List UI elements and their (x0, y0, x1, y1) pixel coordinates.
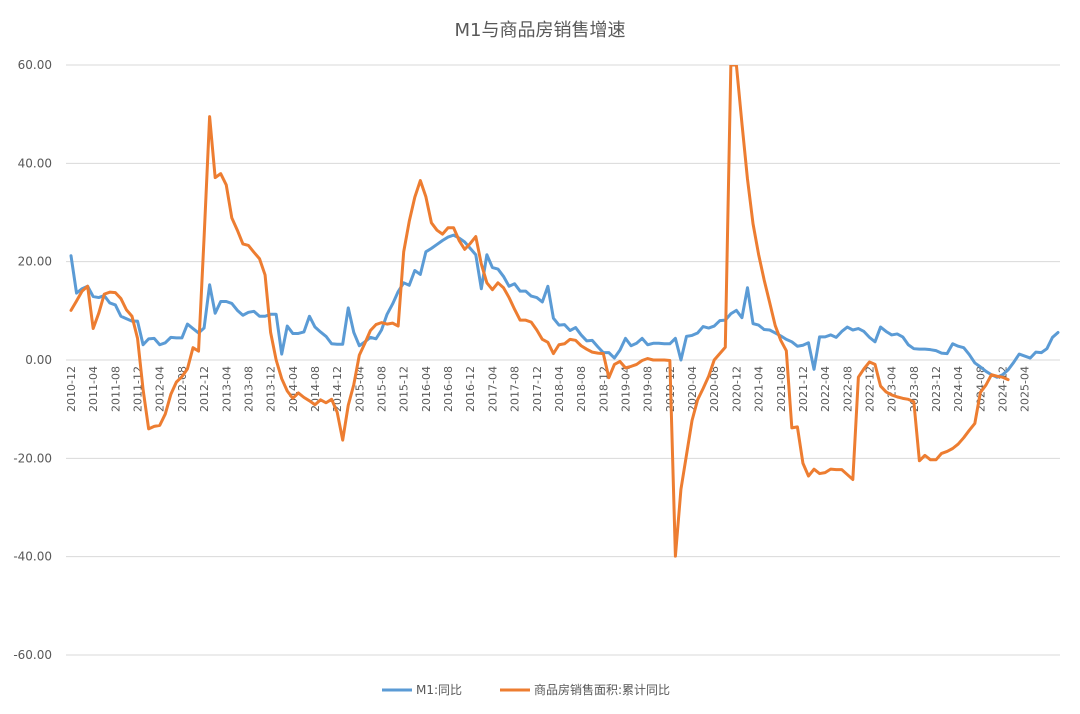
x-tick-label: 2020-04 (686, 366, 699, 412)
x-tick-label: 2017-08 (509, 366, 522, 412)
x-tick-label: 2023-04 (886, 366, 899, 412)
x-tick-label: 2013-08 (242, 366, 255, 412)
x-tick-label: 2010-12 (65, 366, 78, 412)
x-tick-label: 2012-12 (198, 366, 211, 412)
x-tick-label: 2025-04 (1019, 366, 1032, 412)
x-tick-label: 2016-12 (464, 366, 477, 412)
x-tick-label: 2017-12 (531, 366, 544, 412)
y-tick-label: 40.00 (18, 156, 52, 170)
x-tick-label: 2011-04 (87, 366, 100, 412)
y-tick-label: -40.00 (13, 550, 52, 564)
x-tick-label: 2012-04 (154, 366, 167, 412)
x-tick-label: 2018-12 (597, 366, 610, 412)
x-tick-label: 2018-04 (553, 366, 566, 412)
x-tick-label: 2020-12 (730, 366, 743, 412)
y-tick-label: -20.00 (13, 451, 52, 465)
x-tick-label: 2022-08 (841, 366, 854, 412)
x-tick-label: 2024-08 (974, 366, 987, 412)
legend: M1:同比 商品房销售面积:累计同比 (382, 682, 670, 697)
x-tick-label: 2022-12 (863, 366, 876, 412)
x-tick-label: 2023-12 (930, 366, 943, 412)
x-tick-label: 2016-04 (420, 366, 433, 412)
x-tick-label: 2013-04 (220, 366, 233, 412)
series-line-housing-sales (69, 65, 1010, 558)
x-tick-label: 2015-12 (398, 366, 411, 412)
x-tick-label: 2022-04 (819, 366, 832, 412)
x-tick-label: 2019-04 (619, 366, 632, 412)
x-tick-label: 2012-08 (176, 366, 189, 412)
x-tick-label: 2024-04 (952, 366, 965, 412)
legend-label-m1: M1:同比 (416, 683, 462, 697)
series-line-m1 (69, 233, 1060, 379)
x-tick-label: 2016-08 (442, 366, 455, 412)
x-tick-label: 2013-12 (265, 366, 278, 412)
x-tick-label: 2021-04 (753, 366, 766, 412)
x-tick-label: 2017-04 (486, 366, 499, 412)
x-tick-label: 2019-08 (642, 366, 655, 412)
legend-label-housing-sales: 商品房销售面积:累计同比 (534, 682, 670, 697)
x-tick-label: 2011-08 (109, 366, 122, 412)
x-tick-label: 2021-12 (797, 366, 810, 412)
chart-title: M1与商品房销售增速 (455, 20, 626, 41)
series-lines (69, 65, 1060, 558)
x-tick-label: 2021-08 (775, 366, 788, 412)
x-tick-label: 2014-12 (331, 366, 344, 412)
x-tick-label: 2015-08 (376, 366, 389, 412)
y-tick-label: -60.00 (13, 648, 52, 662)
x-tick-label: 2014-04 (287, 366, 300, 412)
gridlines (66, 64, 1060, 656)
y-axis-ticks: 60.00 40.00 20.00 0.00 -20.00 -40.00 -60.00 (13, 58, 52, 662)
x-axis-ticks: 2010-12 2011-04 2011-08 2011-12 2012-04 2012-… (65, 366, 1032, 412)
y-tick-label: 60.00 (18, 58, 52, 72)
x-tick-label: 2020-08 (708, 366, 721, 412)
y-tick-label: 0.00 (25, 353, 52, 367)
x-tick-label: 2018-08 (575, 366, 588, 412)
y-tick-label: 20.00 (18, 255, 52, 269)
